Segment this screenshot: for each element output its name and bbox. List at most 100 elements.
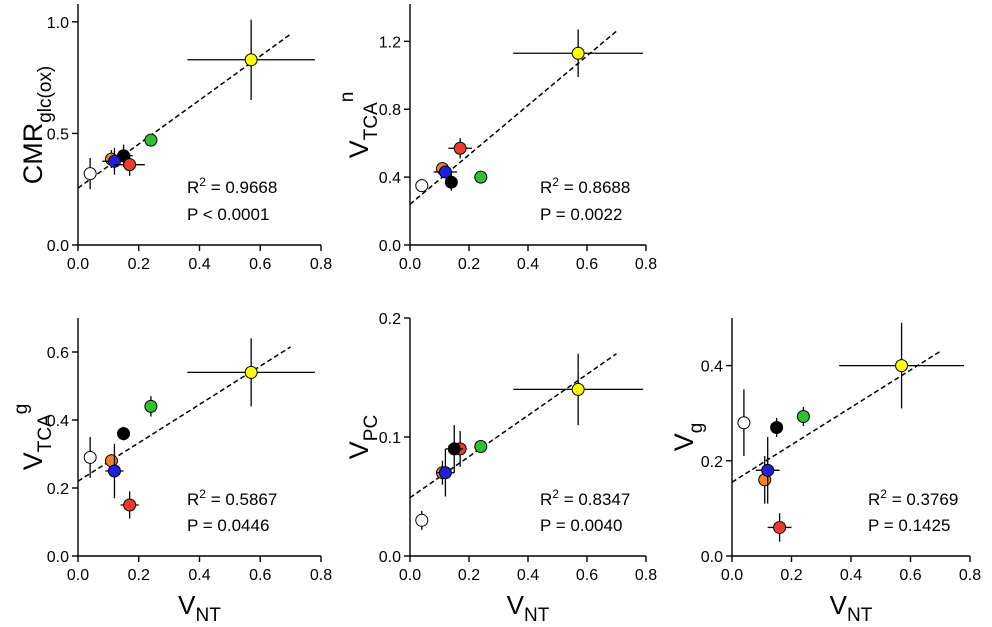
- r-squared-label: R2 = 0.5867: [187, 487, 277, 509]
- y-tick-label: 0.1: [379, 430, 401, 447]
- chart-panel-2: 0.0 0.2 0.4 0.6 0.8 0.0 0.4 0.8 1.2 R2 = 0.8688 P …: [337, 4, 657, 273]
- x-tick-label: 0.2: [128, 567, 150, 584]
- chart-panel-3: 0.0 0.2 0.4 0.6 0.8 0.0 0.2 0.4 0.6 R2 = 0.5867 P …: [11, 318, 332, 626]
- x-tick-label: 0.6: [576, 567, 598, 584]
- p-value-label: P = 0.0022: [540, 205, 622, 224]
- y-tick-label: 0.6: [47, 345, 69, 362]
- data-point: [83, 437, 97, 478]
- point-marker: [438, 165, 452, 179]
- y-axis-label: VTCAn: [337, 92, 382, 159]
- point-marker: [796, 410, 810, 424]
- x-tick-label: 0.2: [458, 256, 480, 273]
- chart-panel-4: 0.0 0.2 0.4 0.6 0.8 0.0 0.1 0.2 R2 = 0.8347 P = 0…: [344, 311, 657, 626]
- point-marker: [571, 46, 585, 60]
- point-marker: [474, 440, 488, 454]
- y-tick-label: 0.4: [379, 170, 401, 187]
- data-point: [445, 425, 464, 473]
- point-marker: [773, 520, 787, 534]
- y-tick-label: 0.2: [701, 454, 723, 471]
- point-marker: [107, 464, 121, 478]
- data-point: [758, 456, 772, 504]
- point-marker: [244, 365, 258, 379]
- y-tick-label: 0.5: [47, 126, 69, 143]
- y-tick-label: 0.2: [47, 481, 69, 498]
- point-marker: [453, 141, 467, 155]
- data-point: [83, 157, 97, 190]
- data-point: [513, 353, 644, 426]
- data-point: [436, 448, 455, 497]
- x-axis-label: VNT: [178, 590, 221, 626]
- y-tick-label: 0.0: [47, 549, 69, 566]
- x-axis-label: VNT: [830, 590, 873, 626]
- data-point: [415, 510, 429, 530]
- point-marker: [123, 158, 137, 172]
- data-point: [105, 443, 124, 499]
- x-axis-label: VNT: [507, 590, 550, 626]
- x-tick-label: 0.4: [517, 567, 539, 584]
- point-marker: [438, 466, 452, 480]
- p-value-label: P = 0.0446: [187, 516, 269, 535]
- x-tick-label: 0.8: [310, 567, 332, 584]
- point-marker: [144, 399, 158, 413]
- data-point: [474, 440, 488, 454]
- point-marker: [107, 154, 121, 168]
- data-point: [767, 513, 792, 542]
- p-value-label: P = 0.1425: [868, 516, 950, 535]
- data-point: [737, 389, 751, 457]
- x-tick-label: 0.0: [399, 567, 421, 584]
- data-point: [755, 437, 780, 504]
- y-tick-label: 0.0: [701, 549, 723, 566]
- point-marker: [895, 359, 909, 373]
- y-tick-label: 0.8: [379, 102, 401, 119]
- data-point: [448, 138, 472, 159]
- data-point: [114, 153, 145, 176]
- chart-panel-5: 0.0 0.2 0.4 0.6 0.8 0.0 0.2 0.4 R2 = 0.3769 P = 0…: [669, 318, 981, 626]
- chart-panel-1: 0.0 0.2 0.4 0.6 0.8 0.0 0.5 1.0 R2 = 0.9668 P < 0…: [18, 4, 332, 273]
- point-marker: [415, 513, 429, 527]
- point-marker: [447, 442, 461, 456]
- point-marker: [244, 53, 258, 67]
- y-axis-label: Vg: [669, 423, 707, 452]
- x-tick-label: 0.0: [67, 256, 89, 273]
- r-squared-label: R2 = 0.8347: [540, 487, 630, 509]
- x-tick-label: 0.0: [67, 567, 89, 584]
- x-tick-label: 0.2: [128, 256, 150, 273]
- point-marker: [761, 463, 775, 477]
- point-marker: [474, 170, 488, 184]
- point-marker: [144, 133, 158, 147]
- x-tick-label: 0.4: [517, 256, 539, 273]
- point-marker: [444, 175, 458, 189]
- x-tick-label: 0.2: [780, 567, 802, 584]
- point-marker: [83, 450, 97, 464]
- point-marker: [770, 420, 784, 434]
- x-tick-label: 0.8: [635, 567, 657, 584]
- data-point: [187, 338, 315, 407]
- x-tick-label: 0.6: [249, 256, 271, 273]
- r-squared-label: R2 = 0.8688: [540, 175, 630, 197]
- x-tick-label: 0.4: [840, 567, 862, 584]
- y-tick-label: 0.0: [379, 549, 401, 566]
- data-point: [415, 179, 429, 193]
- r-squared-label: R2 = 0.3769: [868, 487, 958, 509]
- x-tick-label: 0.8: [635, 256, 657, 273]
- x-tick-label: 0.2: [458, 567, 480, 584]
- y-tick-label: 0.2: [379, 311, 401, 328]
- data-point: [770, 417, 784, 437]
- y-tick-label: 0.4: [701, 359, 723, 376]
- data-point: [513, 29, 644, 77]
- point-marker: [571, 382, 585, 396]
- point-marker: [117, 427, 131, 441]
- data-point: [796, 407, 810, 427]
- x-tick-label: 0.4: [188, 567, 210, 584]
- x-tick-label: 0.0: [721, 567, 743, 584]
- x-tick-label: 0.8: [959, 567, 981, 584]
- y-axis-label: VTCAg: [11, 404, 56, 471]
- point-marker: [737, 416, 751, 430]
- data-point: [120, 491, 139, 519]
- y-tick-label: 1.0: [47, 15, 69, 32]
- r-squared-label: R2 = 0.9668: [187, 175, 277, 197]
- y-tick-label: 1.2: [379, 34, 401, 51]
- x-tick-label: 0.4: [188, 256, 210, 273]
- point-marker: [123, 498, 137, 512]
- y-axis-label: CMRglc(ox): [18, 66, 56, 185]
